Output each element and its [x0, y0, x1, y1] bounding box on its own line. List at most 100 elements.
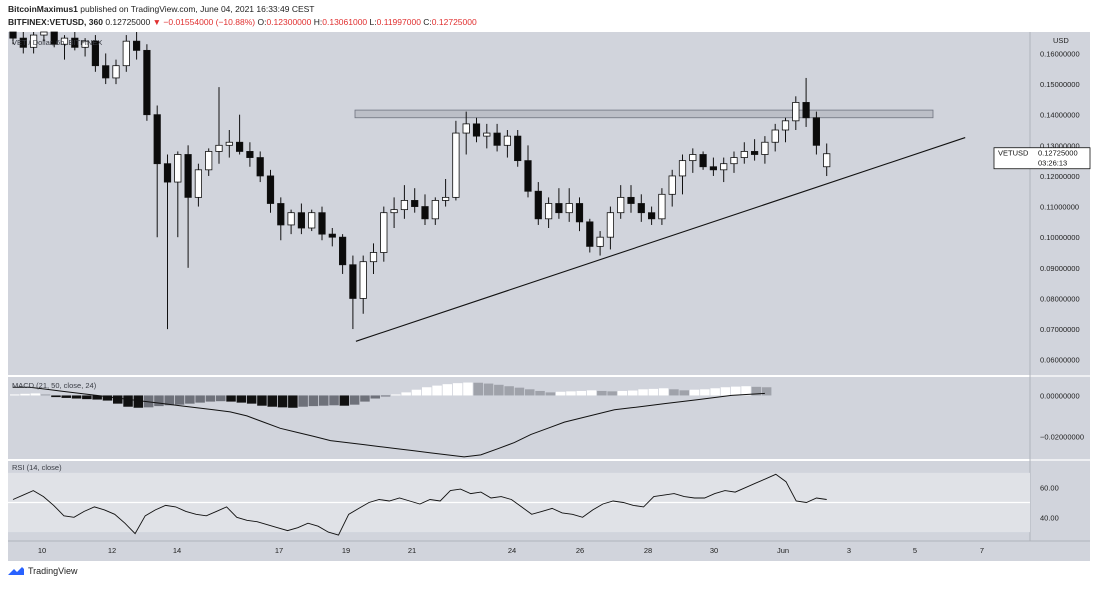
- candlestick-series: [9, 31, 831, 330]
- macd-bar: [566, 391, 576, 396]
- candle: [50, 31, 58, 45]
- candle: [400, 200, 409, 211]
- ohlc-open: 0.12300000: [266, 17, 312, 27]
- time-axis[interactable]: [8, 541, 1090, 561]
- candle: [122, 40, 130, 67]
- candle: [606, 212, 615, 238]
- macd-bar: [113, 395, 123, 404]
- time-tick-label: 19: [342, 546, 350, 555]
- macd-bar: [648, 388, 659, 396]
- macd-bar: [236, 395, 247, 403]
- macd-bar: [257, 395, 267, 406]
- candle: [287, 212, 295, 226]
- price-tick-label: 0.08000000: [1040, 294, 1080, 303]
- candle: [441, 196, 450, 201]
- author-name[interactable]: BitcoinMaximus1: [8, 4, 78, 14]
- ohlc-close-label: C:: [423, 17, 432, 27]
- macd-bar: [669, 389, 679, 396]
- price-tick-label: 0.06000000: [1040, 356, 1080, 365]
- macd-bar: [123, 395, 133, 407]
- macd-bar: [741, 386, 751, 396]
- candle: [627, 196, 635, 204]
- macd-bar: [658, 388, 669, 396]
- candle: [823, 153, 831, 168]
- rsi-series: [12, 473, 827, 536]
- candle: [81, 40, 89, 48]
- candle: [699, 154, 707, 168]
- chart-canvas[interactable]: 0.06000000 0.07000000 0.08000000 0.09000000…: [0, 0, 1100, 566]
- ascending-trendline: [355, 137, 966, 342]
- macd-bar: [483, 383, 494, 396]
- candle: [71, 37, 79, 48]
- symbol-info: BITFINEX:VETUSD, 360 0.12725000 ▼ −0.015…: [8, 17, 477, 27]
- rsi-band: [8, 472, 1030, 533]
- candle: [781, 120, 790, 131]
- candle: [421, 206, 429, 220]
- candle: [174, 154, 182, 183]
- candle: [524, 160, 532, 192]
- candle: [637, 203, 645, 214]
- macd-line: [13, 386, 765, 458]
- candle: [792, 102, 800, 122]
- macd-tick-label: 0.00000000: [1040, 391, 1080, 400]
- price-axis[interactable]: [1030, 32, 1090, 541]
- candle: [730, 157, 738, 165]
- macd-bar: [597, 390, 607, 396]
- macd-bar: [329, 395, 339, 406]
- price-tick-label: 0.13000000: [1040, 141, 1080, 150]
- price-tick-label: 0.14000000: [1040, 111, 1080, 120]
- price-tick-label: 0.12000000: [1040, 172, 1080, 181]
- candle: [308, 212, 316, 229]
- candle: [132, 40, 141, 51]
- candle: [617, 196, 625, 214]
- macd-bar: [442, 384, 453, 396]
- macd-bar: [452, 383, 463, 396]
- macd-bar: [391, 394, 401, 396]
- footer-brand[interactable]: TradingView: [28, 566, 78, 576]
- price-tick-label: 0.10000000: [1040, 233, 1080, 242]
- macd-bar: [586, 390, 597, 396]
- macd-bar: [226, 395, 236, 402]
- currency-label: USD: [1053, 36, 1069, 45]
- macd-bar: [617, 390, 628, 396]
- macd-bar: [205, 395, 216, 402]
- candle: [596, 236, 604, 247]
- macd-bar: [494, 384, 504, 396]
- macd-bar: [40, 394, 51, 396]
- candle: [102, 65, 110, 79]
- candle: [19, 37, 27, 48]
- macd-bar: [535, 390, 545, 396]
- candle: [648, 212, 656, 220]
- candle: [565, 203, 573, 214]
- macd-bar: [82, 395, 92, 400]
- time-tick-label: 26: [576, 546, 584, 555]
- macd-bar: [30, 393, 41, 396]
- candle: [369, 252, 378, 263]
- candle: [411, 200, 419, 207]
- candle: [586, 221, 594, 247]
- candle: [720, 163, 728, 171]
- price-value: 0.12725000: [105, 17, 151, 27]
- macd-bar: [628, 390, 638, 396]
- candle: [483, 132, 491, 137]
- macd-bar: [607, 391, 617, 396]
- price-tick-label: 0.07000000: [1040, 325, 1080, 334]
- last-price-symbol: VETUSD: [998, 149, 1029, 158]
- macd-bar: [308, 395, 319, 407]
- price-tick-label: 0.16000000: [1040, 49, 1080, 58]
- macd-bar: [174, 395, 185, 405]
- macd-bar: [401, 392, 411, 396]
- time-tick-label: 5: [913, 546, 917, 555]
- macd-bar: [463, 382, 473, 396]
- macd-bar: [339, 395, 350, 406]
- candle: [29, 34, 38, 48]
- macd-bar: [92, 395, 102, 400]
- macd-bar: [380, 395, 391, 397]
- x-axis-labels: 10 12 14 17 19 21 24 26 28 30 Jun 3 5 7: [38, 546, 984, 555]
- candle: [246, 151, 254, 158]
- time-tick-label: 7: [980, 546, 984, 555]
- candle: [153, 114, 161, 165]
- price-pane[interactable]: [8, 32, 1030, 375]
- price-tick-label: 0.15000000: [1040, 80, 1080, 89]
- candle: [9, 31, 17, 39]
